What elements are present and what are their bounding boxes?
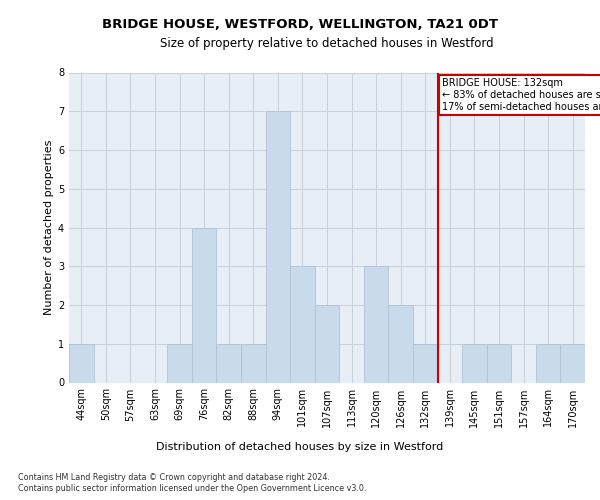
Text: BRIDGE HOUSE: 132sqm
← 83% of detached houses are smaller (25)
17% of semi-detac: BRIDGE HOUSE: 132sqm ← 83% of detached h… (442, 78, 600, 112)
Bar (560, 344, 585, 383)
Bar (487, 344, 511, 383)
Bar (462, 344, 487, 383)
Title: Size of property relative to detached houses in Westford: Size of property relative to detached ho… (160, 38, 494, 51)
Text: Contains HM Land Registry data © Crown copyright and database right 2024.: Contains HM Land Registry data © Crown c… (18, 472, 330, 482)
Text: Contains public sector information licensed under the Open Government Licence v3: Contains public sector information licen… (18, 484, 367, 493)
Y-axis label: Number of detached properties: Number of detached properties (44, 140, 54, 315)
Bar (364, 266, 388, 382)
Bar (536, 344, 560, 383)
Bar (315, 305, 339, 382)
Bar (192, 228, 217, 382)
Bar (266, 112, 290, 382)
Bar (167, 344, 192, 383)
Bar (217, 344, 241, 383)
Text: BRIDGE HOUSE, WESTFORD, WELLINGTON, TA21 0DT: BRIDGE HOUSE, WESTFORD, WELLINGTON, TA21… (102, 18, 498, 30)
Text: Distribution of detached houses by size in Westford: Distribution of detached houses by size … (157, 442, 443, 452)
Bar (413, 344, 437, 383)
Bar (241, 344, 266, 383)
Bar (388, 305, 413, 382)
Bar (69, 344, 94, 383)
Bar (290, 266, 315, 382)
